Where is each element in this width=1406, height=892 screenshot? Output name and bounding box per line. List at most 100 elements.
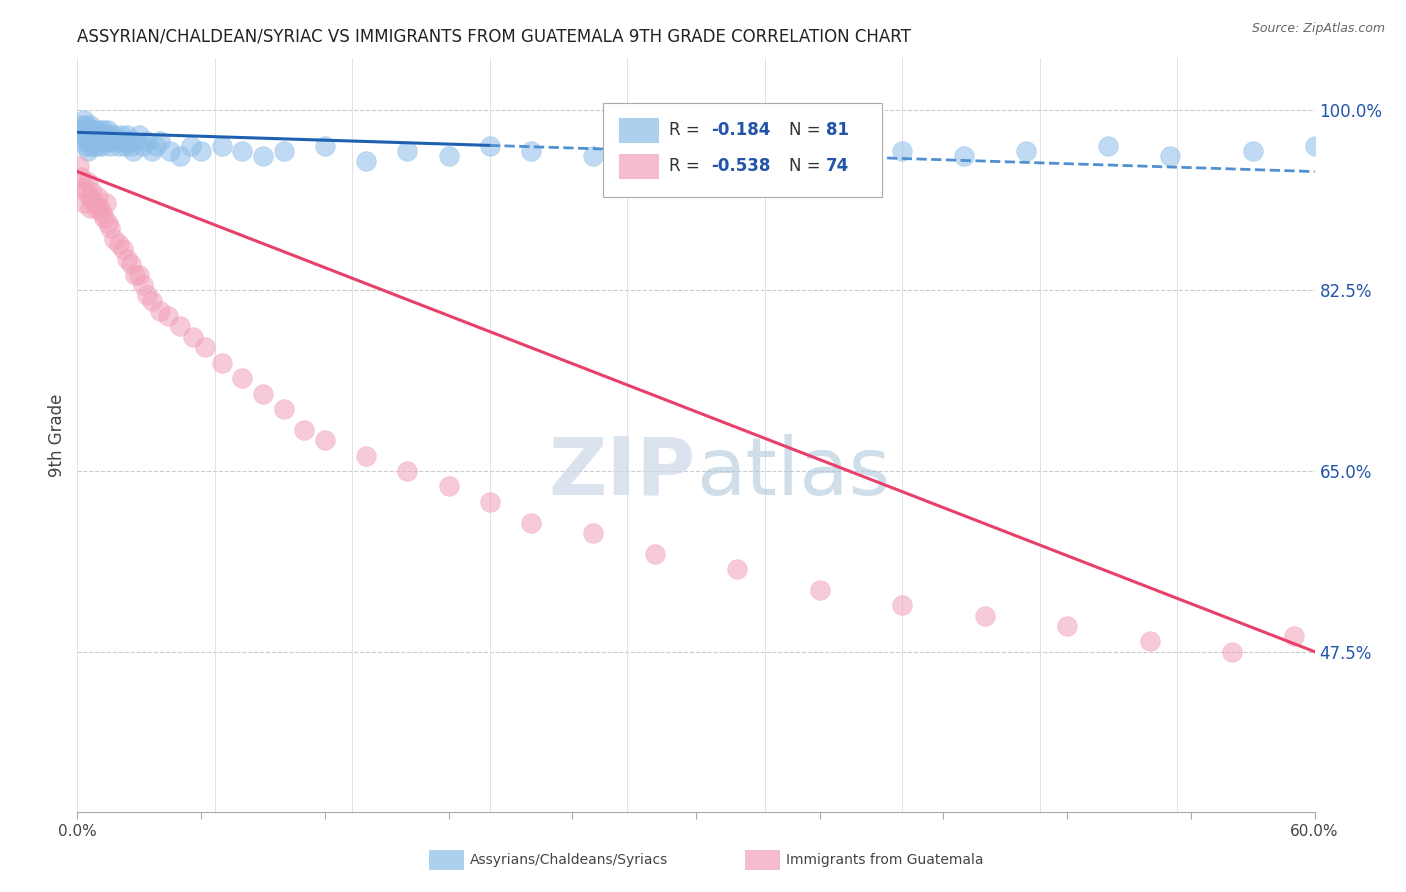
Point [107, 138, 129, 153]
Text: Immigrants from Guatemala: Immigrants from Guatemala [786, 853, 983, 867]
Text: N =: N = [789, 157, 825, 175]
Point [1015, 144, 1038, 158]
Text: -0.184: -0.184 [711, 120, 770, 138]
Point [101, 134, 124, 148]
Point [1056, 619, 1078, 633]
Point [96, 128, 118, 143]
Point [70, 169, 93, 184]
Point [273, 402, 295, 417]
Point [808, 134, 831, 148]
Point [89, 201, 111, 215]
Point [582, 525, 605, 540]
Point [87, 138, 110, 153]
Point [973, 608, 995, 623]
Point [114, 138, 136, 153]
Point [79, 138, 101, 153]
Point [120, 258, 142, 272]
Point [72, 112, 94, 127]
Point [76, 123, 98, 137]
Text: 74: 74 [825, 157, 849, 175]
Point [98, 128, 121, 143]
Text: Source: ZipAtlas.com: Source: ZipAtlas.com [1251, 22, 1385, 36]
Point [97, 216, 120, 230]
Point [83, 195, 105, 210]
Point [89, 123, 111, 137]
Point [128, 268, 150, 282]
Point [1282, 629, 1305, 643]
Point [75, 118, 97, 132]
Point [97, 134, 120, 148]
Point [76, 144, 98, 158]
Point [84, 123, 107, 137]
Point [115, 252, 138, 267]
Point [190, 144, 212, 158]
Point [159, 144, 181, 158]
Point [72, 180, 94, 194]
Point [180, 138, 202, 153]
Point [124, 268, 146, 282]
Point [808, 582, 831, 597]
Point [1097, 138, 1119, 153]
Point [169, 319, 191, 334]
Point [396, 144, 419, 158]
Point [96, 195, 118, 210]
Point [83, 128, 105, 143]
Point [478, 138, 501, 153]
Text: 81: 81 [825, 120, 849, 138]
Point [314, 433, 336, 447]
Point [84, 134, 107, 148]
Point [145, 138, 167, 153]
Point [891, 144, 914, 158]
Point [87, 128, 110, 143]
Point [157, 309, 180, 323]
Point [70, 118, 93, 132]
Point [396, 464, 419, 478]
Point [1344, 144, 1367, 158]
Text: ASSYRIAN/CHALDEAN/SYRIAC VS IMMIGRANTS FROM GUATEMALA 9TH GRADE CORRELATION CHAR: ASSYRIAN/CHALDEAN/SYRIAC VS IMMIGRANTS F… [77, 28, 911, 45]
Point [75, 185, 97, 199]
Point [98, 221, 121, 235]
Point [128, 128, 150, 143]
Point [79, 128, 101, 143]
Point [111, 242, 134, 256]
Point [211, 138, 233, 153]
Point [120, 138, 142, 153]
Point [93, 134, 115, 148]
Text: ZIP: ZIP [548, 434, 696, 511]
Point [72, 195, 94, 210]
Text: Assyrians/Chaldeans/Syriacs: Assyrians/Chaldeans/Syriacs [470, 853, 668, 867]
FancyBboxPatch shape [619, 153, 659, 179]
Point [76, 175, 98, 189]
Point [132, 138, 155, 153]
Point [252, 149, 274, 163]
Point [118, 134, 141, 148]
Point [107, 236, 129, 251]
Point [891, 598, 914, 612]
Point [98, 138, 121, 153]
Point [91, 206, 114, 220]
Point [75, 138, 97, 153]
Point [169, 149, 191, 163]
Point [80, 123, 103, 137]
Point [1303, 138, 1326, 153]
Point [149, 304, 172, 318]
Point [953, 149, 976, 163]
Point [79, 118, 101, 132]
Point [132, 278, 155, 293]
Point [122, 144, 145, 158]
Point [80, 185, 103, 199]
Point [231, 144, 253, 158]
Text: -0.538: -0.538 [711, 157, 770, 175]
Point [354, 154, 377, 169]
Point [67, 160, 90, 174]
Point [89, 134, 111, 148]
Point [83, 138, 105, 153]
Point [124, 134, 146, 148]
Point [72, 123, 94, 137]
Point [478, 495, 501, 509]
Point [84, 201, 107, 215]
Point [181, 330, 204, 344]
Point [76, 134, 98, 148]
Point [80, 134, 103, 148]
Point [437, 149, 460, 163]
